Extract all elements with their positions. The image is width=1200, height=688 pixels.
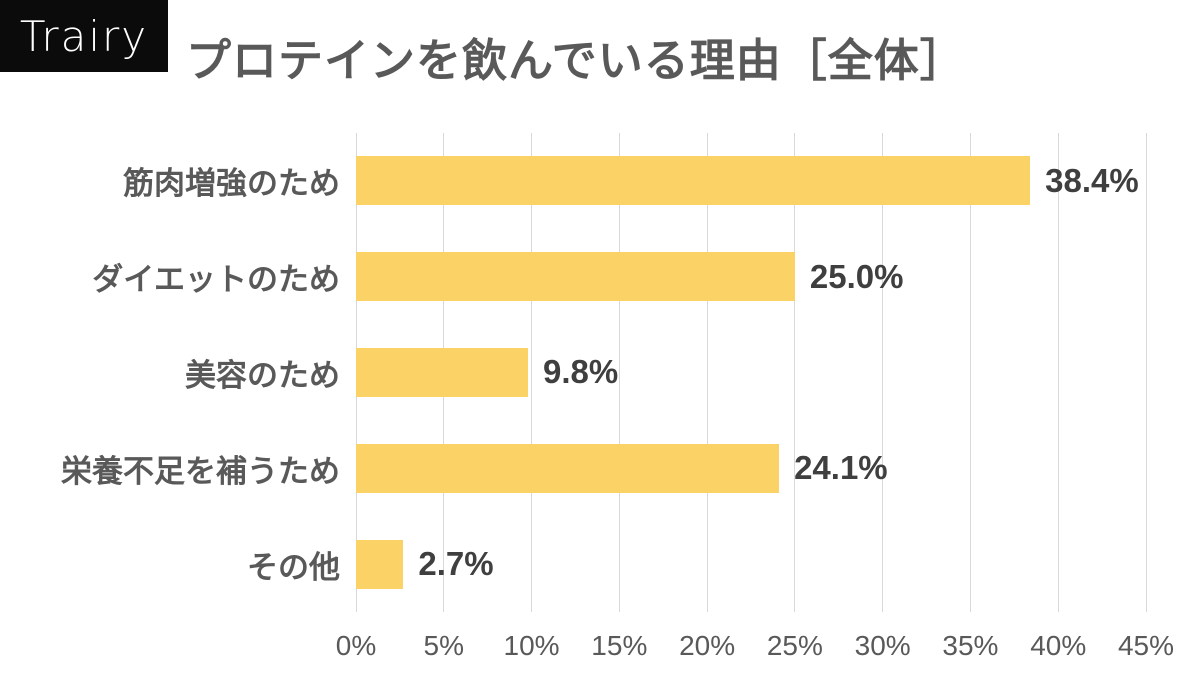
x-tick-label: 30% (854, 630, 911, 661)
plot-area: 38.4% 25.0% 9.8% 24.1% 2.7% (355, 133, 1147, 612)
x-tick-label: 20% (679, 630, 736, 661)
brand-logo-text: Trairy (19, 11, 149, 61)
category-label: 栄養不足を補うため (61, 453, 340, 489)
x-tick-label: 10% (503, 630, 560, 661)
x-tick-label: 5% (423, 630, 464, 661)
gridline (882, 133, 884, 612)
category-label: ダイエットのため (92, 262, 340, 298)
bar (356, 156, 1031, 206)
x-tick-label: 35% (942, 630, 999, 661)
gridline (706, 133, 708, 612)
bar-row: 2.7% (356, 516, 1146, 612)
brand-logo: Trairy (0, 0, 168, 72)
x-tick-label: 25% (766, 630, 823, 661)
value-label: 2.7% (418, 545, 494, 583)
bar (356, 347, 529, 397)
bar-row: 38.4% (356, 133, 1146, 229)
gridline (1057, 133, 1059, 612)
bar (356, 539, 404, 589)
bar (356, 443, 780, 493)
x-tick-label: 40% (1030, 630, 1087, 661)
x-tick-label: 0% (335, 630, 377, 661)
bar-row: 9.8% (356, 325, 1146, 421)
x-tick-label: 45% (1117, 630, 1175, 661)
bar-row: 25.0% (356, 229, 1146, 325)
value-label: 25.0% (809, 257, 904, 295)
gridline (794, 133, 796, 612)
value-label: 24.1% (794, 449, 888, 487)
value-label: 38.4% (1045, 161, 1139, 199)
chart-title: プロテインを飲んでいる理由［全体］ (186, 35, 966, 86)
value-label: 9.8% (543, 353, 619, 391)
x-axis: 0% 5% 10% 15% 20% 25% 30% 35% 40% 45% (336, 624, 1174, 668)
category-labels-column: 筋肉増強のためダイエットのため美容のため栄養不足を補うためその他 (0, 133, 340, 612)
gridline (531, 133, 533, 612)
x-tick-label: 15% (591, 630, 648, 661)
bar (356, 252, 795, 302)
gridline (1145, 133, 1147, 612)
category-label: その他 (247, 549, 340, 585)
category-label: 美容のため (185, 357, 340, 393)
gridline (618, 133, 620, 612)
category-label: 筋肉増強のため (123, 166, 340, 202)
bar-row: 24.1% (356, 420, 1146, 516)
gridline (969, 133, 971, 612)
